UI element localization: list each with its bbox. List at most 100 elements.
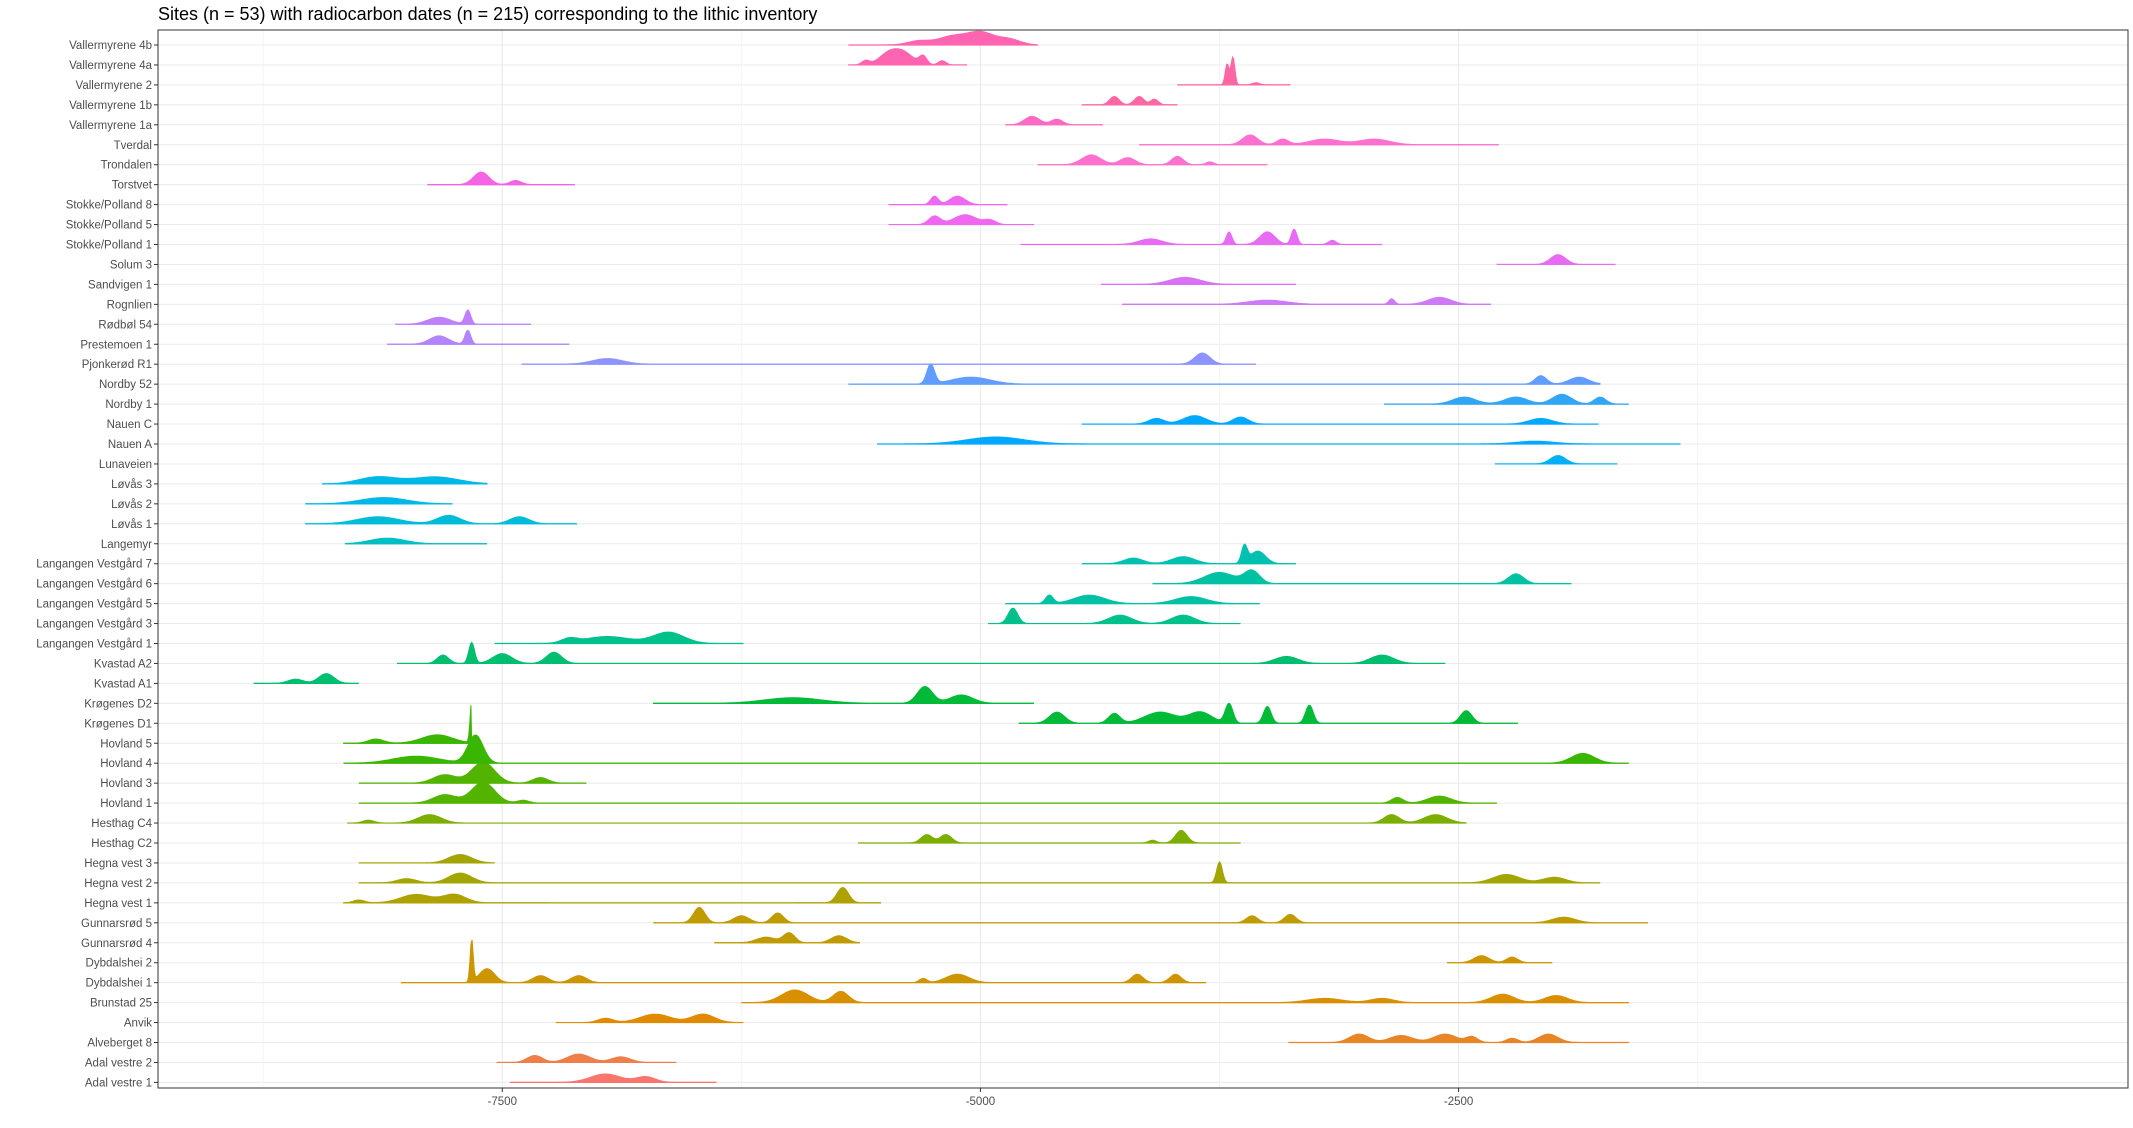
- y-tick-label: Langemyr: [101, 539, 152, 551]
- density-ridge: [848, 363, 1601, 385]
- panel-border: [157, 29, 2129, 1089]
- y-tick-label: Hesthag C4: [91, 818, 152, 830]
- y-tick-label: Kvastad A1: [94, 678, 152, 690]
- y-tick-label: Sandvigen 1: [88, 279, 152, 291]
- density-ridge: [400, 939, 1207, 984]
- density-ridge: [358, 861, 1601, 884]
- chart-title: Sites (n = 53) with radiocarbon dates (n…: [158, 4, 818, 24]
- y-tick-label: Nauen A: [108, 439, 152, 451]
- y-tick-label: Hegna vest 2: [84, 878, 152, 890]
- x-tick-label: -2500: [1444, 1096, 1473, 1108]
- density-ridge: [1152, 569, 1572, 585]
- density-ridge: [1122, 296, 1492, 305]
- density-ridge: [397, 641, 1446, 664]
- y-tick-label: Torstvet: [112, 180, 153, 192]
- y-tick-label: Brunstad 25: [90, 998, 152, 1010]
- density-ridge: [253, 673, 359, 684]
- density-ridge: [305, 514, 577, 525]
- y-tick-label: Vallermyrene 1a: [69, 120, 152, 132]
- y-tick-label: Hegna vest 3: [84, 858, 152, 870]
- y-tick-label: Gunnarsrød 5: [81, 918, 152, 930]
- density-ridge: [347, 814, 1467, 824]
- density-ridge: [1005, 594, 1260, 605]
- density-ridge: [322, 476, 488, 485]
- density-ridge: [741, 989, 1629, 1004]
- y-tick-label: Pjonkerød R1: [82, 359, 152, 371]
- y-tick-label: Lunaveien: [99, 459, 152, 471]
- y-tick-label: Langangen Vestgård 3: [36, 619, 152, 631]
- density-ridge: [344, 537, 488, 545]
- density-ridge: [521, 352, 1256, 365]
- y-tick-label: Krøgenes D2: [84, 698, 152, 710]
- density-ridge: [343, 705, 473, 744]
- y-tick-label: Rødbøl 54: [98, 319, 152, 331]
- y-tick-label: Nauen C: [107, 419, 152, 431]
- density-ridge: [1037, 154, 1268, 166]
- y-tick-label: Adal vestre 1: [85, 1077, 152, 1089]
- density-ridge: [343, 886, 882, 904]
- x-axis-ticks: -7500 -5000 -2500: [488, 1088, 1473, 1108]
- density-ridge: [387, 329, 570, 345]
- y-tick-label: Adal vestre 2: [85, 1057, 152, 1069]
- y-tick-label: Dybdalshei 2: [86, 958, 152, 970]
- x-tick-label: -5000: [966, 1096, 995, 1108]
- density-ridge: [1139, 134, 1499, 146]
- density-ridge: [1447, 955, 1553, 964]
- y-tick-label: Løvås 1: [111, 519, 152, 531]
- grid-lines: [158, 30, 2128, 1088]
- y-tick-label: Gunnarsrød 4: [81, 938, 153, 950]
- y-tick-label: Langangen Vestgård 1: [36, 639, 152, 651]
- y-tick-label: Langangen Vestgård 6: [36, 579, 152, 591]
- y-tick-label: Hovland 1: [100, 798, 152, 810]
- density-ridge: [1494, 455, 1618, 465]
- y-tick-label: Løvås 3: [111, 479, 152, 491]
- density-ridge: [1081, 543, 1296, 565]
- density-ridge: [1100, 276, 1296, 285]
- density-ridge: [1496, 254, 1616, 265]
- y-tick-label: Hovland 3: [100, 778, 152, 790]
- y-tick-label: Vallermyrene 4b: [69, 40, 152, 52]
- y-tick-label: Langangen Vestgård 7: [36, 559, 152, 571]
- density-ridge: [358, 761, 587, 784]
- y-tick-label: Nordby 52: [99, 379, 152, 391]
- x-tick-label: -7500: [488, 1096, 517, 1108]
- density-ridge: [343, 734, 1629, 764]
- y-tick-label: Vallermyrene 1b: [69, 100, 152, 112]
- y-tick-label: Kvastad A2: [94, 658, 152, 670]
- y-tick-label: Solum 3: [110, 259, 152, 271]
- density-ridge: [848, 48, 968, 66]
- density-ridge: [427, 171, 575, 186]
- y-tick-label: Nordby 1: [105, 399, 152, 411]
- density-ridge: [1020, 228, 1383, 245]
- site-labels: Vallermyrene 4b Vallermyrene 4a Vallermyre…: [36, 40, 158, 1089]
- y-tick-label: Prestemoen 1: [80, 339, 152, 351]
- y-tick-label: Dybdalshei 1: [86, 978, 152, 990]
- density-ridge: [555, 1013, 744, 1023]
- density-ridge: [1018, 702, 1518, 724]
- y-tick-label: Vallermyrene 2: [76, 80, 153, 92]
- y-tick-label: Langangen Vestgård 5: [36, 599, 152, 611]
- density-ridge: [305, 497, 453, 505]
- density-ridge: [888, 195, 1008, 206]
- y-tick-label: Hesthag C2: [91, 838, 152, 850]
- y-tick-label: Hovland 5: [100, 738, 152, 750]
- y-tick-label: Stokke/Polland 8: [66, 200, 152, 212]
- y-tick-label: Løvås 2: [111, 499, 152, 511]
- density-ridge: [1081, 415, 1599, 425]
- y-tick-label: Hegna vest 1: [84, 898, 152, 910]
- density-ridge: [358, 854, 495, 864]
- density-ridge: [358, 781, 1497, 804]
- y-tick-label: Vallermyrene 4a: [69, 60, 152, 72]
- density-ridge: [888, 214, 1034, 225]
- density-ridge: [1005, 115, 1103, 126]
- density-ridge: [848, 30, 1039, 46]
- density-ridge: [1177, 55, 1291, 86]
- density-ridge: [1384, 393, 1629, 405]
- density-ridges: [253, 30, 1681, 1084]
- y-tick-label: Alveberget 8: [87, 1038, 152, 1050]
- y-tick-label: Rognlien: [107, 299, 152, 311]
- density-ridge: [652, 685, 1035, 704]
- y-tick-label: Stokke/Polland 5: [66, 220, 152, 232]
